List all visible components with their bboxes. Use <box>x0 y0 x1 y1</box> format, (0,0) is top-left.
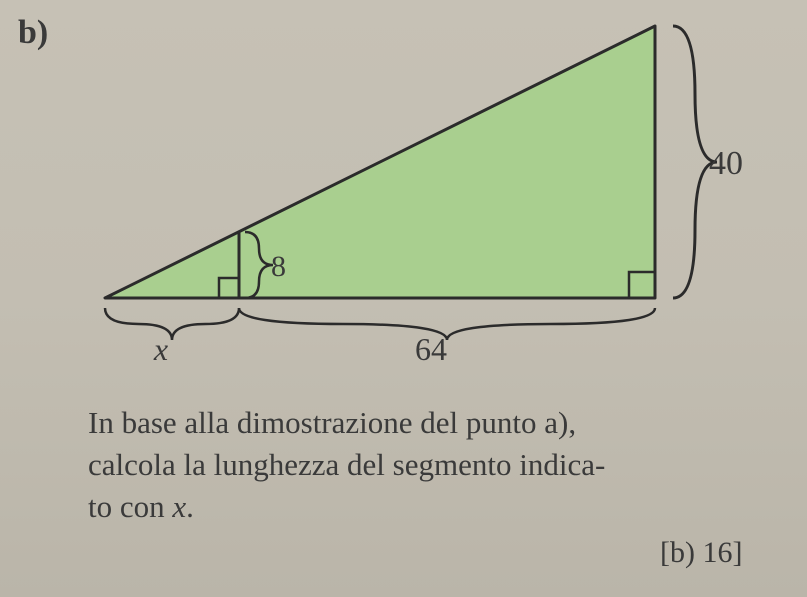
answer-key: [b) 16] <box>660 536 742 570</box>
label-bottom-x: x <box>153 331 168 367</box>
label-altitude-8: 8 <box>271 250 286 283</box>
question-text: In base alla dimostrazione del punto a),… <box>88 402 605 528</box>
label-bottom-64: 64 <box>415 331 447 367</box>
page: b) 8 40 x 64 In base alla dimostrazione del… <box>0 0 807 597</box>
main-triangle <box>105 26 655 298</box>
label-right-40: 40 <box>709 145 743 182</box>
question-line-3: to con x. <box>88 489 194 524</box>
geometry-diagram: 8 40 x 64 <box>85 8 765 368</box>
question-line-2: calcola la lunghezza del segmento indica… <box>88 447 605 482</box>
question-line-1: In base alla dimostrazione del punto a), <box>88 405 576 440</box>
brace-bottom-x <box>105 308 239 340</box>
brace-bottom-64 <box>239 308 655 340</box>
item-label: b) <box>18 14 48 52</box>
